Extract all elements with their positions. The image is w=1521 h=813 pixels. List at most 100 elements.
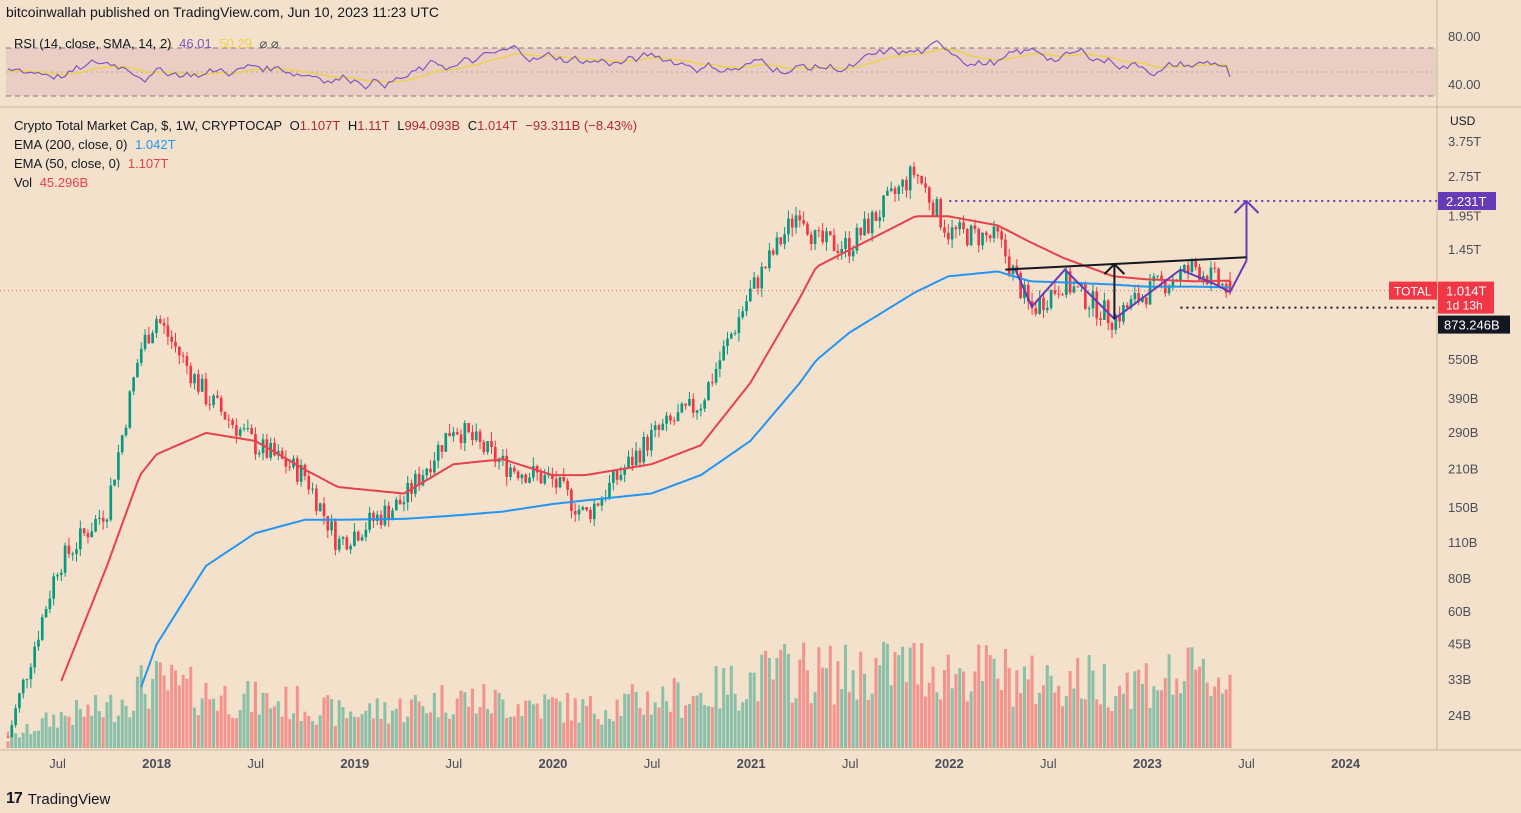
volume-bar <box>128 717 132 748</box>
candle-body <box>874 212 878 221</box>
candle-body <box>474 431 478 441</box>
candle-body <box>1198 267 1201 280</box>
candle-body <box>832 235 836 251</box>
volume-bar <box>691 696 695 748</box>
price-axis-tick: 1.95T <box>1448 208 1481 223</box>
volume-bar <box>703 704 707 748</box>
candle-body <box>939 199 943 228</box>
volume-bar <box>417 701 421 748</box>
volume-bar <box>1175 678 1179 748</box>
candle-body <box>897 186 901 194</box>
volume-bar <box>931 666 935 748</box>
candle-body <box>48 598 52 609</box>
rsi-legend[interactable]: RSI (14, close, SMA, 14, 2) 46.01 50.29 … <box>14 36 283 52</box>
candle-body <box>311 488 314 490</box>
candle-body <box>657 425 661 430</box>
candle-body <box>1053 290 1057 294</box>
volume-bar <box>67 716 71 748</box>
ema200-legend[interactable]: EMA (200, close, 0) 1.042T <box>14 137 180 152</box>
volume-bar <box>916 684 920 748</box>
volume-bar <box>265 693 269 748</box>
volume-bar <box>181 674 185 748</box>
candle-body <box>444 432 448 452</box>
candle-body <box>905 179 908 191</box>
volume-bar <box>893 652 897 748</box>
tradingview-footer[interactable]: 17 TradingView <box>6 790 110 808</box>
price-axis-tick: 33B <box>1448 672 1471 687</box>
volume-bar <box>1148 707 1152 748</box>
candle-body <box>524 474 528 483</box>
volume-bar <box>120 699 124 748</box>
volume-bar <box>253 681 257 748</box>
candle-body <box>375 514 379 521</box>
ema50-legend[interactable]: EMA (50, close, 0) 1.107T <box>14 156 172 171</box>
volume-bar <box>356 717 360 748</box>
candle-body <box>630 456 634 466</box>
candle-body <box>162 322 166 326</box>
candle-body <box>490 441 493 448</box>
volume-bar <box>36 730 40 748</box>
symbol-legend[interactable]: Crypto Total Market Cap, $, 1W, CRYPTOCA… <box>14 118 641 133</box>
candle-body <box>1171 280 1175 287</box>
candle-body <box>216 395 219 398</box>
volume-bar <box>10 734 14 748</box>
candle-body <box>1061 294 1064 296</box>
candle-body <box>94 519 97 532</box>
volume-bar <box>554 698 558 748</box>
volume-bar <box>733 693 737 748</box>
candle-body <box>714 368 718 383</box>
volume-bar <box>371 718 375 748</box>
candle-body <box>463 423 467 444</box>
price-axis-tick: 1.45T <box>1448 242 1481 257</box>
volume-bar <box>508 716 513 748</box>
volume-bar <box>882 641 886 748</box>
volume-bar <box>760 654 764 748</box>
time-axis-label: 2024 <box>1331 756 1361 771</box>
candle-body <box>63 545 67 573</box>
volume-bar <box>619 716 623 748</box>
candle-body <box>512 467 516 472</box>
rsi-line <box>7 39 1231 90</box>
volume-bar <box>1121 693 1125 748</box>
volume-bar <box>912 642 916 748</box>
candle-body <box>962 222 965 230</box>
volume-bar <box>333 726 337 748</box>
volume-bar <box>1156 690 1160 748</box>
volume-bar <box>383 702 387 748</box>
candle-body <box>688 398 691 406</box>
volume-bar <box>337 700 341 748</box>
volume-bar <box>908 647 912 748</box>
volume-bar <box>923 696 927 748</box>
volume-bar <box>421 706 425 748</box>
price-axis-tick: 45B <box>1448 637 1471 652</box>
candle-body <box>1019 272 1022 299</box>
volume-bar <box>577 722 581 748</box>
footer-brand: TradingView <box>27 790 111 808</box>
volume-bar <box>870 693 874 748</box>
time-axis-label: Jul <box>1040 756 1057 771</box>
candle-body <box>482 441 486 453</box>
candle-body <box>417 473 421 486</box>
candle-body <box>1000 231 1003 240</box>
volume-bar <box>44 712 48 748</box>
price-axis-currency: USD <box>1450 114 1476 128</box>
volume-bar <box>1224 689 1228 748</box>
volume-bar <box>901 646 905 748</box>
volume-bar <box>885 643 889 748</box>
volume-bar <box>687 703 691 748</box>
candle-body <box>1004 239 1007 257</box>
candle-body <box>402 502 406 505</box>
volume-bar <box>288 719 292 748</box>
candle-body <box>1137 293 1140 302</box>
volume-bar <box>352 716 356 748</box>
volume-bar <box>1129 709 1133 748</box>
candle-body <box>771 250 775 255</box>
volume-legend[interactable]: Vol 45.296B <box>14 175 92 190</box>
candle-body <box>387 505 391 521</box>
volume-bar <box>1133 671 1137 748</box>
volume-bar <box>1045 665 1049 748</box>
candle-body <box>1221 284 1224 286</box>
candle-body <box>581 507 585 510</box>
volume-bar <box>1125 672 1129 748</box>
